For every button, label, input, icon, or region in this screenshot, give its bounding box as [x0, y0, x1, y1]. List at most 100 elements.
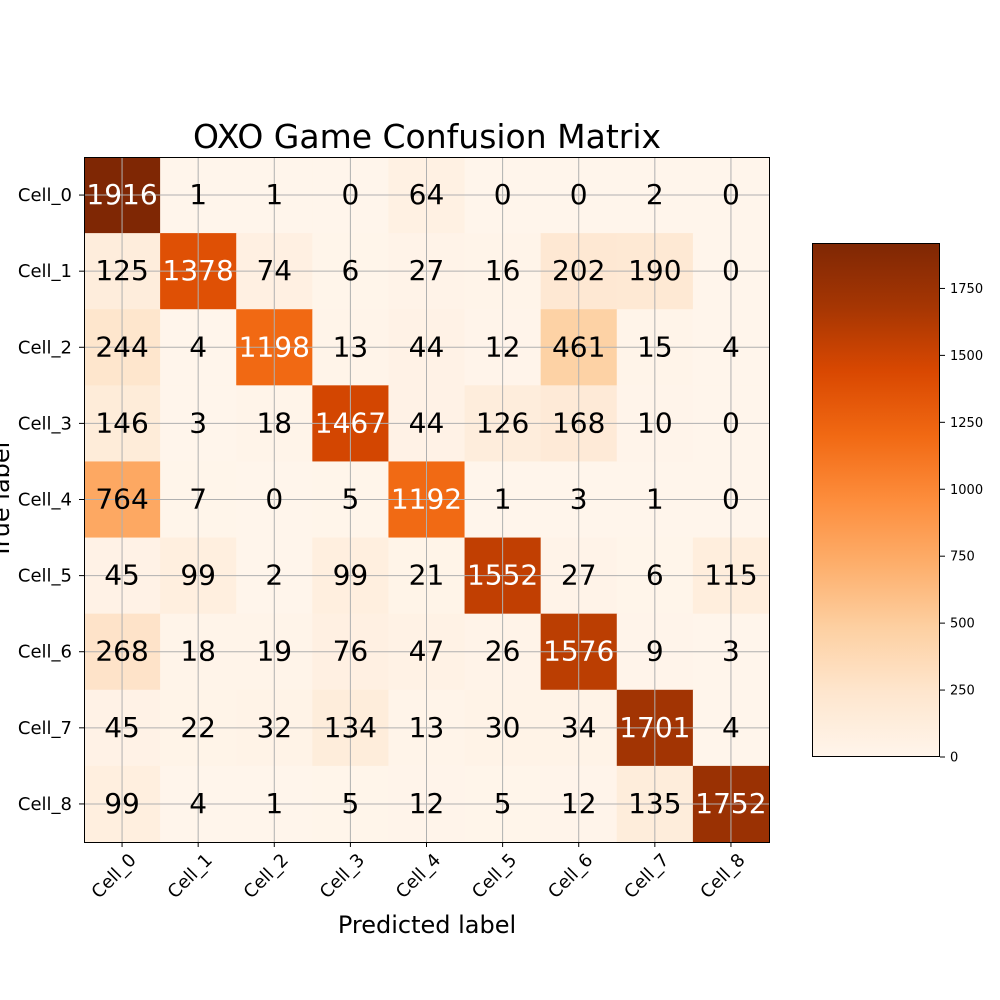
cell-value-label: 45	[104, 559, 140, 592]
cell-value-label: 1	[265, 178, 283, 211]
cell-value-label: 2	[265, 559, 283, 592]
y-axis-label: True label	[0, 442, 15, 560]
cell-value-label: 30	[485, 711, 521, 744]
cell-value-label: 6	[646, 559, 664, 592]
y-tick-label: Cell_1	[18, 261, 72, 282]
cell-value-label: 12	[485, 330, 521, 363]
cell-value-label: 7	[189, 483, 207, 516]
cell-value-label: 26	[485, 635, 521, 668]
cell-value-label: 27	[561, 559, 597, 592]
cell-value-label: 44	[409, 330, 445, 363]
cell-value-label: 1198	[239, 330, 310, 363]
cell-value-label: 4	[722, 330, 740, 363]
colorbar-tick-label: 0	[950, 751, 958, 766]
cell-value-label: 16	[485, 254, 521, 287]
cell-value-label: 764	[95, 483, 148, 516]
cell-value-label: 1701	[619, 711, 690, 744]
y-tick-label: Cell_2	[18, 337, 72, 358]
cell-value-label: 6	[341, 254, 359, 287]
cell-value-label: 64	[409, 178, 445, 211]
cell-value-label: 0	[570, 178, 588, 211]
y-tick-label: Cell_0	[18, 185, 72, 206]
cell-value-label: 18	[180, 635, 216, 668]
cell-value-label: 47	[409, 635, 445, 668]
cell-value-label: 146	[95, 406, 148, 439]
cell-value-label: 125	[95, 254, 148, 287]
cell-value-label: 15	[637, 330, 673, 363]
cell-value-label: 0	[265, 483, 283, 516]
cell-value-label: 4	[189, 787, 207, 820]
x-tick-label: Cell_4	[392, 850, 445, 903]
cell-value-label: 0	[341, 178, 359, 211]
cell-value-label: 0	[494, 178, 512, 211]
y-tick-label: Cell_7	[18, 718, 72, 739]
x-tick-label: Cell_3	[316, 850, 369, 903]
cell-value-label: 19	[256, 635, 292, 668]
colorbar-tick-label: 500	[950, 617, 975, 632]
x-tick-label: Cell_7	[620, 850, 673, 903]
cell-value-label: 268	[95, 635, 148, 668]
cell-value-label: 1	[265, 787, 283, 820]
y-axis-ticks: Cell_0 Cell_1 Cell_2 Cell_3 Cell_4 Cell_5 Cell…	[18, 185, 84, 815]
x-tick-label: Cell_6	[544, 850, 597, 903]
cell-value-label: 0	[722, 406, 740, 439]
x-axis-ticks: Cell_0 Cell_1 Cell_2 Cell_3 Cell_4 Cell_5 Cell…	[88, 842, 750, 903]
cell-value-label: 190	[628, 254, 681, 287]
colorbar-tick-label: 1000	[950, 483, 983, 498]
cell-value-label: 4	[722, 711, 740, 744]
cell-value-label: 1916	[86, 178, 157, 211]
y-tick-label: Cell_8	[18, 794, 72, 815]
x-tick-label: Cell_1	[164, 850, 217, 903]
colorbar-tick-label: 250	[950, 684, 975, 699]
grid-lines	[84, 157, 769, 842]
cell-value-label: 1378	[163, 254, 234, 287]
cell-value-label: 74	[256, 254, 292, 287]
colorbar-tick-label: 750	[950, 550, 975, 565]
cell-value-label: 134	[324, 711, 377, 744]
cell-value-label: 5	[341, 787, 359, 820]
y-tick-label: Cell_6	[18, 642, 72, 663]
chart-title: OXO Game Confusion Matrix	[193, 117, 661, 156]
cell-value-label: 1	[646, 483, 664, 516]
colorbar	[812, 243, 940, 757]
colorbar-ticks: 0 250 500 750 1000 1250 1500 1750	[940, 282, 983, 766]
cell-value-label: 1	[189, 178, 207, 211]
cell-value-label: 32	[256, 711, 292, 744]
cell-value-label: 45	[104, 711, 140, 744]
cell-value-label: 1552	[467, 559, 538, 592]
cell-value-label: 126	[476, 406, 529, 439]
x-tick-label: Cell_0	[88, 850, 141, 903]
cell-value-label: 44	[409, 406, 445, 439]
y-tick-label: Cell_5	[18, 566, 72, 587]
cell-value-label: 12	[561, 787, 597, 820]
cell-value-label: 18	[256, 406, 292, 439]
cell-value-label: 3	[722, 635, 740, 668]
cell-value-label: 244	[95, 330, 148, 363]
x-axis-label: Predicted label	[338, 911, 516, 939]
cell-value-label: 1	[494, 483, 512, 516]
cell-value-label: 3	[570, 483, 588, 516]
cell-value-label: 168	[552, 406, 605, 439]
cell-value-label: 10	[637, 406, 673, 439]
colorbar-tick-label: 1750	[950, 282, 983, 297]
cell-value-label: 99	[104, 787, 140, 820]
y-tick-label: Cell_3	[18, 413, 72, 434]
cell-value-label: 0	[722, 483, 740, 516]
cell-value-label: 21	[409, 559, 445, 592]
cell-value-label: 5	[341, 483, 359, 516]
cell-value-label: 12	[409, 787, 445, 820]
colorbar-tick-label: 1250	[950, 416, 983, 431]
cell-value-label: 1192	[391, 483, 462, 516]
cell-value-label: 76	[333, 635, 369, 668]
cell-value-label: 135	[628, 787, 681, 820]
cell-value-label: 0	[722, 254, 740, 287]
x-tick-label: Cell_5	[468, 850, 521, 903]
cell-value-label: 0	[722, 178, 740, 211]
cell-value-label: 202	[552, 254, 605, 287]
cell-value-label: 115	[704, 559, 757, 592]
cell-value-label: 22	[180, 711, 216, 744]
cell-value-label: 461	[552, 330, 605, 363]
cell-value-label: 1752	[695, 787, 766, 820]
